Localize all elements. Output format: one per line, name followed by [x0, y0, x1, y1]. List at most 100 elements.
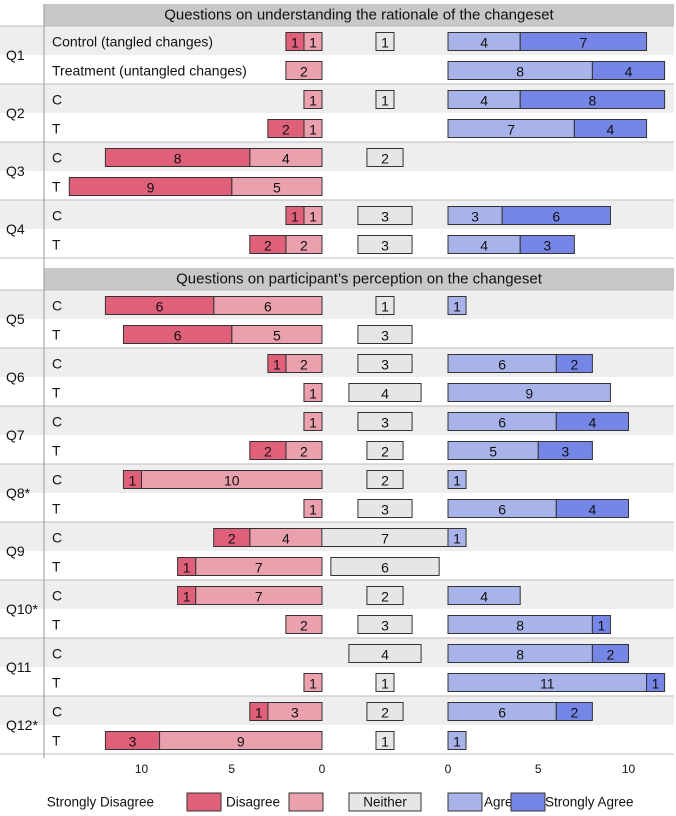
q12-t-neither-bar-label: 1: [381, 734, 389, 750]
q4-label: Q4: [6, 221, 25, 237]
q9-group-t: T: [52, 559, 61, 575]
q4-c-neither-bar: [357, 206, 413, 225]
q7-t-strongly-disagree-bar-label: 2: [264, 444, 272, 460]
q5-t-neither-bar-label: 3: [381, 328, 389, 344]
q12-c-disagree-bar-label: 3: [291, 705, 299, 721]
q12-c-strongly-disagree-bar-label: 1: [255, 705, 263, 721]
q12-t-agree-bar-label: 1: [453, 734, 461, 750]
q8-label: Q8*: [6, 485, 31, 501]
q1-t-disagree-bar: [285, 61, 323, 80]
legend-disagree-swatch: [288, 792, 324, 812]
section-header-2: [44, 268, 674, 290]
q4-c-disagree-bar-label: 1: [309, 209, 317, 225]
q10-t-neither-bar-label: 3: [381, 618, 389, 634]
q3-c-strongly-disagree-bar: [104, 148, 251, 167]
q5-group-c: C: [52, 298, 62, 314]
q5-t-disagree-bar-label: 5: [273, 328, 281, 344]
q10-c-agree-bar-label: 4: [480, 589, 488, 605]
q12-c-strongly-agree-bar-label: 2: [570, 705, 578, 721]
q8-t-neither-bar-label: 3: [381, 502, 389, 518]
section-title-2: Questions on participant’s perception on…: [176, 271, 543, 288]
q5-c-agree-bar-label: 1: [453, 299, 461, 315]
q12-t-agree-bar: [447, 731, 467, 750]
q2-c-strongly-agree-bar: [519, 90, 666, 109]
q7-t-disagree-bar-label: 2: [300, 444, 308, 460]
q6-t-disagree-bar-label: 1: [309, 386, 317, 402]
q3-t-disagree-bar-label: 5: [273, 180, 281, 196]
q8-t-disagree-bar: [303, 499, 323, 518]
q2-label: Q2: [6, 105, 25, 121]
q5-c-neither-bar-label: 1: [381, 299, 389, 315]
q8-c-disagree-bar-label: 10: [224, 473, 240, 489]
q8-t-agree-bar-label: 6: [498, 502, 506, 518]
q6-c-neither-bar-label: 3: [381, 357, 389, 373]
q7-c-strongly-agree-bar: [555, 412, 629, 431]
q4-c-neither-bar-label: 3: [381, 209, 389, 225]
q7-c-strongly-agree-bar-label: 4: [589, 415, 597, 431]
q7-t-strongly-agree-bar-label: 3: [561, 444, 569, 460]
q2-c-agree-bar-label: 4: [480, 93, 488, 109]
q7-group-t: T: [52, 443, 61, 459]
q5-t-strongly-disagree-bar: [122, 325, 233, 344]
disagree-tick-0: 0: [319, 762, 326, 776]
q8-c-strongly-disagree-bar: [122, 470, 142, 489]
q2-group-c: C: [52, 92, 62, 108]
q10-t-neither-bar: [357, 615, 413, 634]
disagree-tick-5: 5: [228, 762, 235, 776]
q7-t-agree-bar-label: 5: [489, 444, 497, 460]
q8-c-strongly-disagree-bar-label: 1: [129, 473, 137, 489]
q2-group-t: T: [52, 121, 61, 137]
agree-tick-0: 0: [445, 762, 452, 776]
q9-t-strongly-disagree-bar-label: 1: [183, 560, 191, 576]
q7-c-disagree-bar-label: 1: [309, 415, 317, 431]
q9-t-disagree-bar-label: 7: [255, 560, 263, 576]
q2-t-strongly-disagree-bar: [267, 119, 305, 138]
q9-c-disagree-bar-label: 4: [282, 531, 290, 547]
q2-t-strongly-agree-bar-label: 4: [607, 122, 615, 138]
q5-c-strongly-disagree-bar-label: 6: [156, 299, 164, 315]
q5-c-disagree-bar-label: 6: [264, 299, 272, 315]
q10-t-disagree-bar: [285, 615, 323, 634]
q12-t-neither-bar: [375, 731, 395, 750]
q5-c-agree-bar: [447, 296, 467, 315]
q6-group-c: C: [52, 356, 62, 372]
q4-t-agree-bar-label: 4: [480, 238, 488, 254]
q12-label: Q12*: [6, 717, 38, 733]
q5-t-strongly-disagree-bar-label: 6: [174, 328, 182, 344]
q6-c-strongly-agree-bar-label: 2: [570, 357, 578, 373]
q2-c-disagree-bar: [303, 90, 323, 109]
q11-group-t: T: [52, 675, 61, 691]
q1-c-disagree-bar-label: 1: [309, 35, 317, 51]
q9-c-agree-bar-label: 1: [453, 531, 461, 547]
q5-c-neither-bar: [375, 296, 395, 315]
q11-t-disagree-bar: [303, 673, 323, 692]
q4-c-strongly-agree-bar-label: 6: [552, 209, 560, 225]
q8-t-neither-bar: [357, 499, 413, 518]
q6-group-t: T: [52, 385, 61, 401]
q7-t-neither-bar: [366, 441, 404, 460]
q10-t-strongly-agree-bar-label: 1: [598, 618, 606, 634]
q1-t-disagree-bar-label: 2: [300, 64, 308, 80]
q9-c-neither-bar-label: 7: [381, 531, 389, 547]
q4-t-strongly-disagree-bar-label: 2: [264, 238, 272, 254]
q4-c-strongly-agree-bar: [501, 206, 611, 225]
q11-label: Q11: [6, 659, 32, 675]
q10-t-agree-bar-label: 8: [516, 618, 524, 634]
q11-c-neither-bar: [348, 644, 422, 663]
q5-c-strongly-disagree-bar: [104, 296, 215, 315]
legend-strongly-agree-swatch: [510, 792, 546, 812]
q3-group-t: T: [52, 179, 61, 195]
q1-c-strongly-agree-bar-label: 7: [579, 35, 587, 51]
q10-c-agree-bar: [447, 586, 521, 605]
q6-label: Q6: [6, 369, 25, 385]
q1-c-neither-bar-label: 1: [381, 35, 389, 51]
q8-group-c: C: [52, 472, 62, 488]
q9-c-strongly-disagree-bar-label: 2: [228, 531, 236, 547]
legend-neither-label: Neither: [363, 795, 407, 810]
q3-label: Q3: [6, 163, 25, 179]
legend-strongly-disagree-label: Strongly Disagree: [47, 795, 154, 810]
q12-c-neither-bar: [366, 702, 404, 721]
q2-t-strongly-disagree-bar-label: 2: [282, 122, 290, 138]
q10-c-neither-bar: [366, 586, 404, 605]
